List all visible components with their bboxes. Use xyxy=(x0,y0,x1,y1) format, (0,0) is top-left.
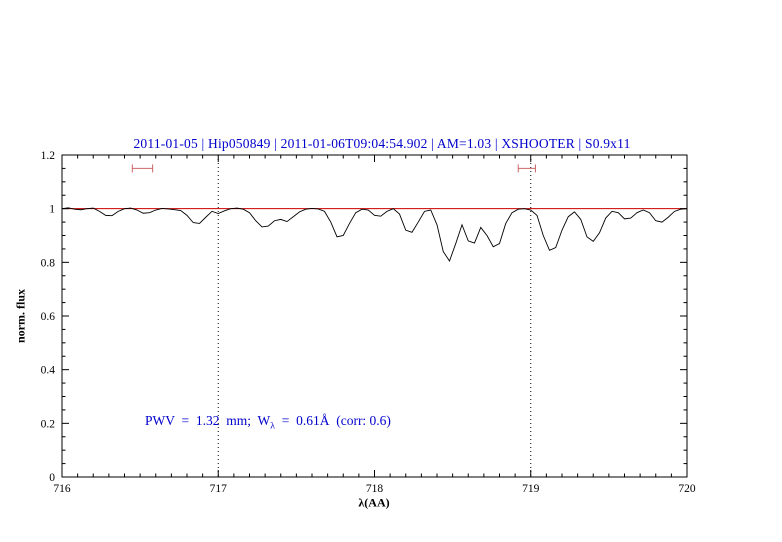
x-tick-label: 716 xyxy=(53,483,71,495)
y-tick-label: 1 xyxy=(49,204,55,216)
y-axis-label: norm. flux xyxy=(13,289,28,343)
y-tick-label: 1.2 xyxy=(41,150,56,162)
pwv-annotation-suffix: = 0.61Å (corr: 0.6) xyxy=(274,413,391,428)
x-tick-label: 720 xyxy=(678,483,696,495)
spectrum-line xyxy=(61,207,688,262)
y-tick-label: 0.8 xyxy=(41,257,56,269)
y-tick-label: 0 xyxy=(49,472,55,484)
y-tick-label: 0.2 xyxy=(41,418,56,430)
x-tick-label: 719 xyxy=(522,483,540,495)
plot-title: 2011-01-05 | Hip050849 | 2011-01-06T09:0… xyxy=(133,136,631,151)
x-tick-label: 717 xyxy=(210,483,228,495)
x-axis-label: λ(AA) xyxy=(358,495,390,510)
y-tick-label: 0.6 xyxy=(41,311,56,323)
pwv-annotation-prefix: PWV = 1.32 mm; W xyxy=(145,413,271,428)
pwv-annotation-lambda-subscript: λ xyxy=(270,420,275,432)
x-tick-label: 718 xyxy=(366,483,384,495)
pwv-annotation: PWV = 1.32 mm; Wλ = 0.61Å (corr: 0.6) xyxy=(145,413,391,432)
y-tick-label: 0.4 xyxy=(41,365,56,377)
